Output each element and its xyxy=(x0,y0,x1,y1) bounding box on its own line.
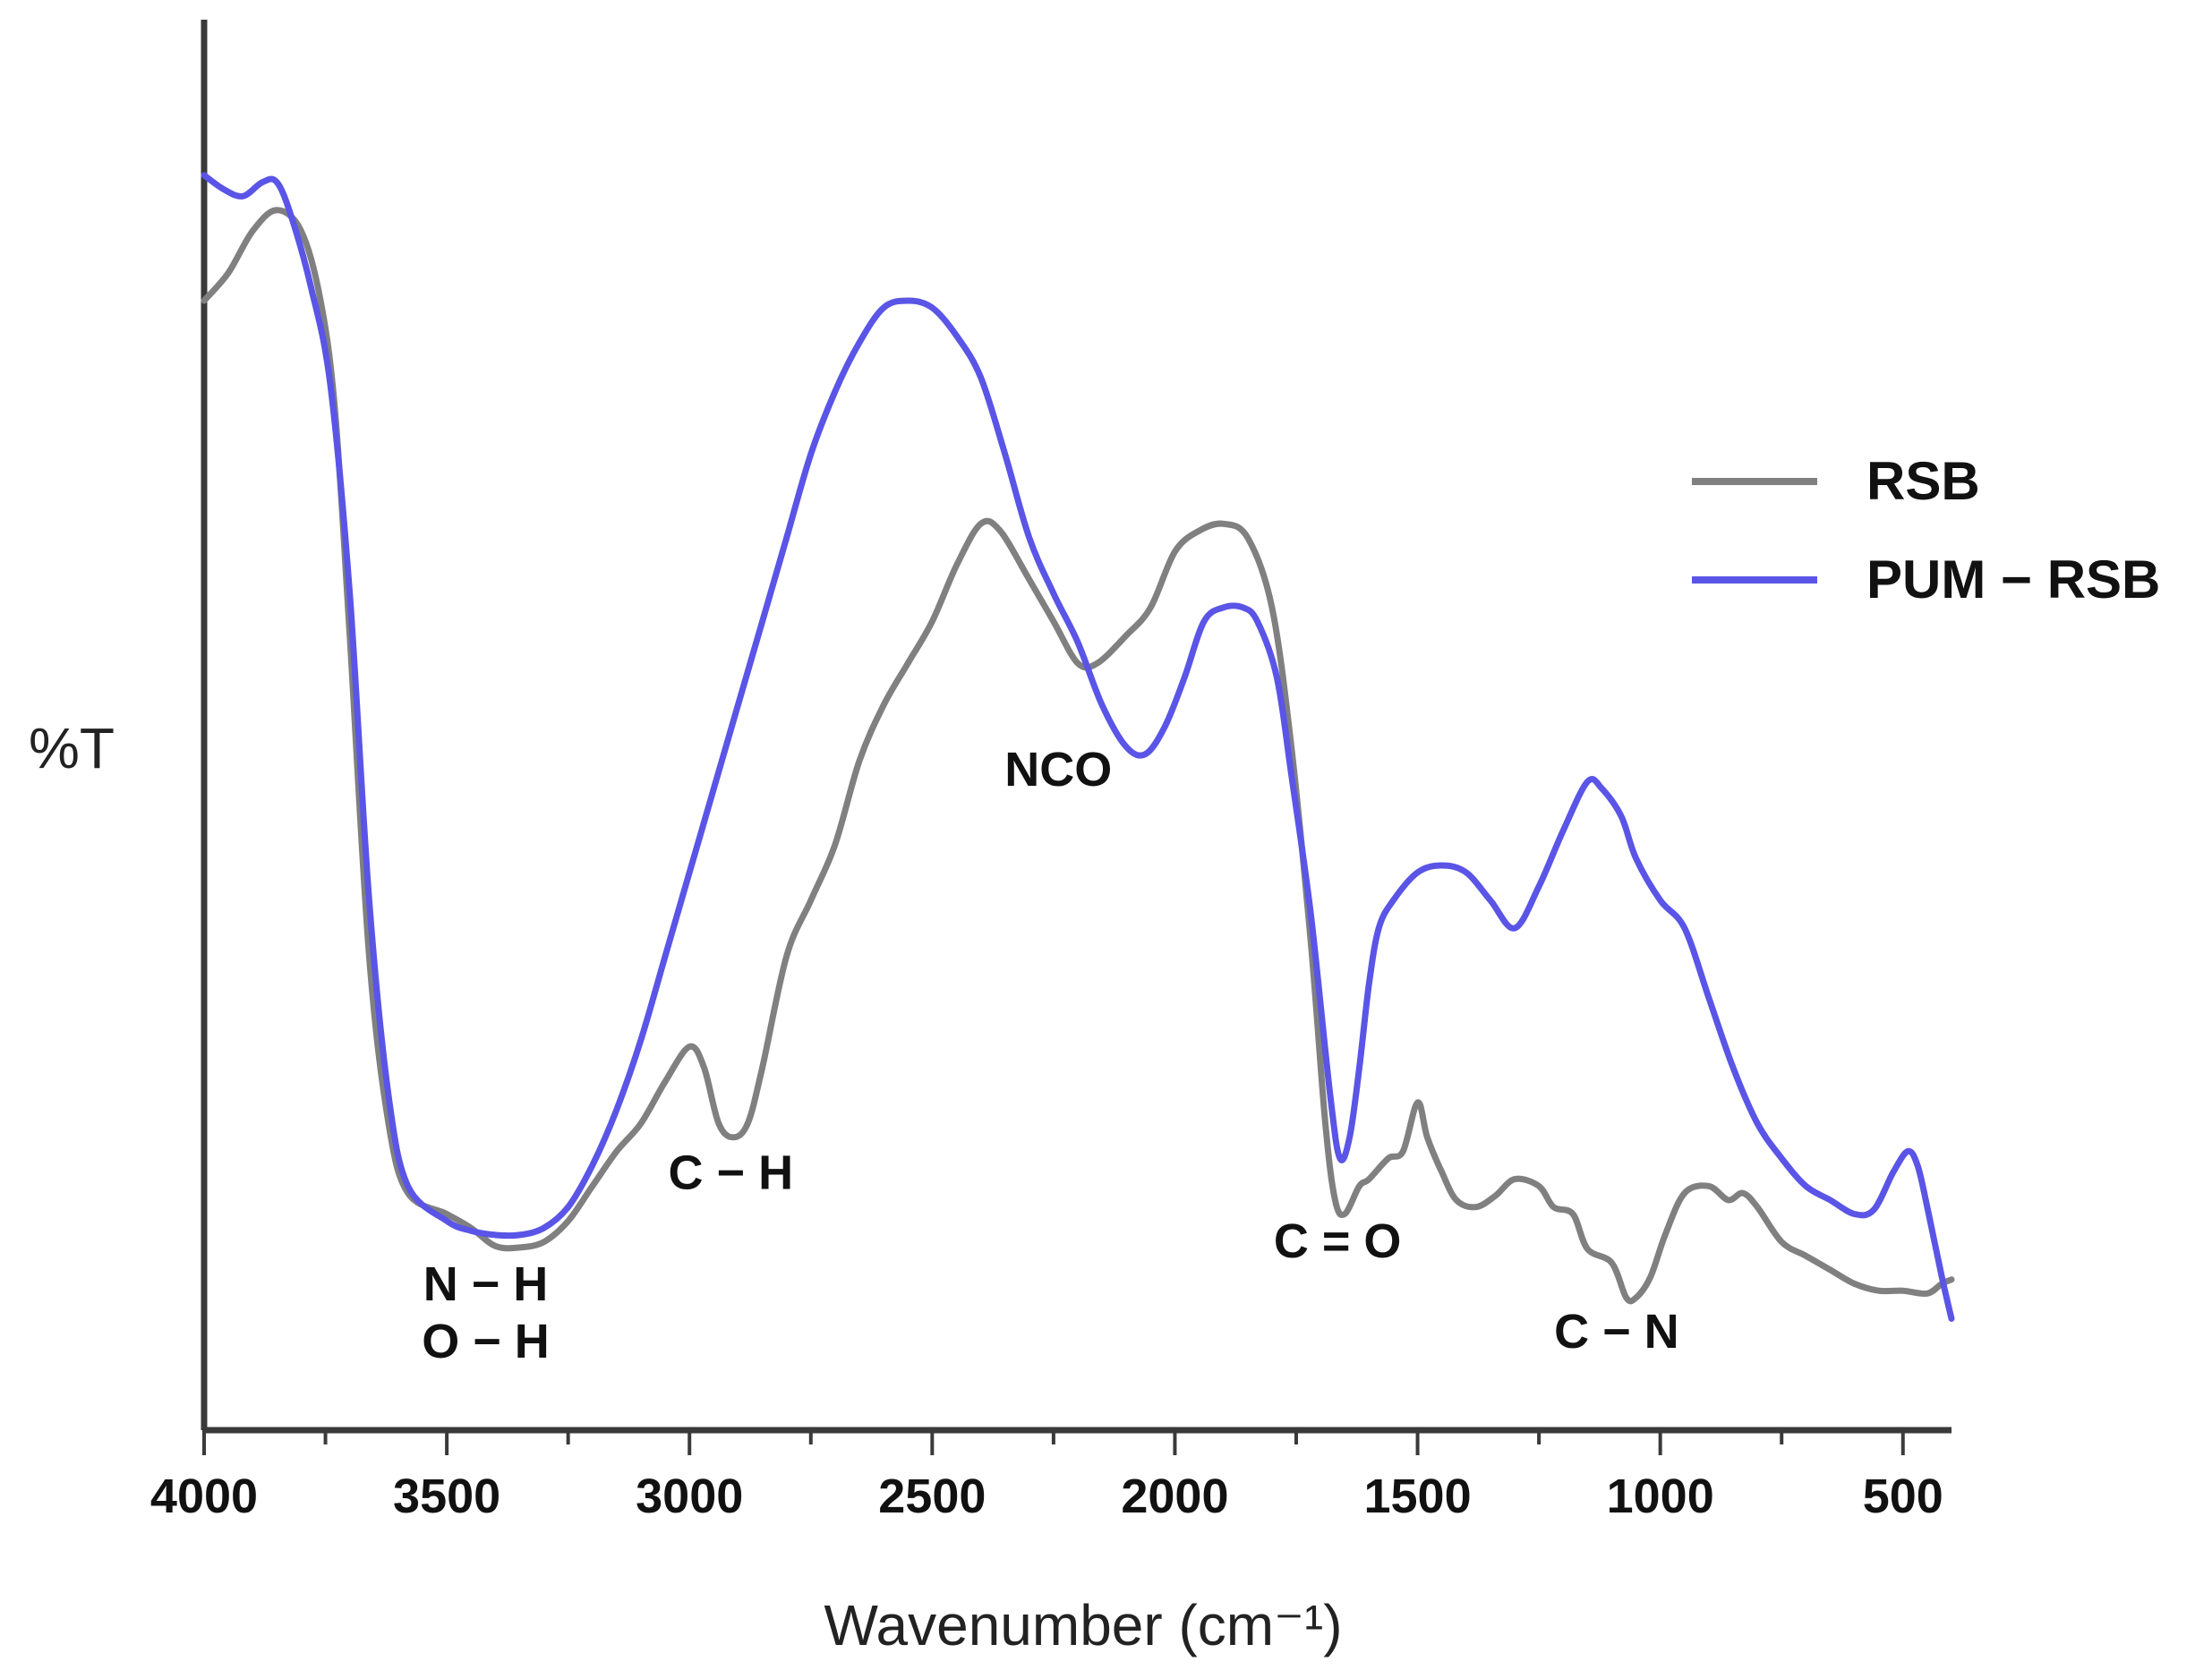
x-tick-labels: 4000 3500 3000 2500 2000 1500 1000 500 xyxy=(150,1470,1943,1523)
peak-annotation: N − H xyxy=(423,1257,549,1311)
legend: RSB PUM − RSB xyxy=(1692,451,2160,609)
peak-annotation: C = O xyxy=(1274,1214,1402,1268)
peak-annotation: O − H xyxy=(422,1315,550,1368)
series-layer xyxy=(201,172,1955,1322)
peak-annotation: C − N xyxy=(1554,1305,1679,1359)
x-tick-label: 2500 xyxy=(878,1470,986,1523)
x-axis-title: Wavenumber (cm⁻¹) xyxy=(824,1593,1342,1657)
x-tick-label: 1500 xyxy=(1363,1470,1471,1523)
legend-label-pum-rsb: PUM − RSB xyxy=(1866,550,2160,609)
peak-annotation: C − H xyxy=(669,1146,794,1199)
series-line-pum-rsb xyxy=(201,172,1955,1322)
x-ticks xyxy=(202,1430,1905,1455)
x-tick-label: 2000 xyxy=(1121,1470,1228,1523)
x-tick-label: 500 xyxy=(1863,1470,1943,1523)
x-tick-label: 3000 xyxy=(636,1470,743,1523)
peak-annotations: N − HO − H C − H NCO C = O C − N xyxy=(422,743,1678,1368)
x-tick-label: 4000 xyxy=(150,1470,258,1523)
x-tick-label: 1000 xyxy=(1607,1470,1714,1523)
x-tick-label: 3500 xyxy=(393,1470,500,1523)
axes xyxy=(201,20,1952,1434)
y-axis-title: %T xyxy=(29,716,115,780)
peak-annotation: NCO xyxy=(1004,743,1112,797)
legend-label-rsb: RSB xyxy=(1866,451,1980,511)
